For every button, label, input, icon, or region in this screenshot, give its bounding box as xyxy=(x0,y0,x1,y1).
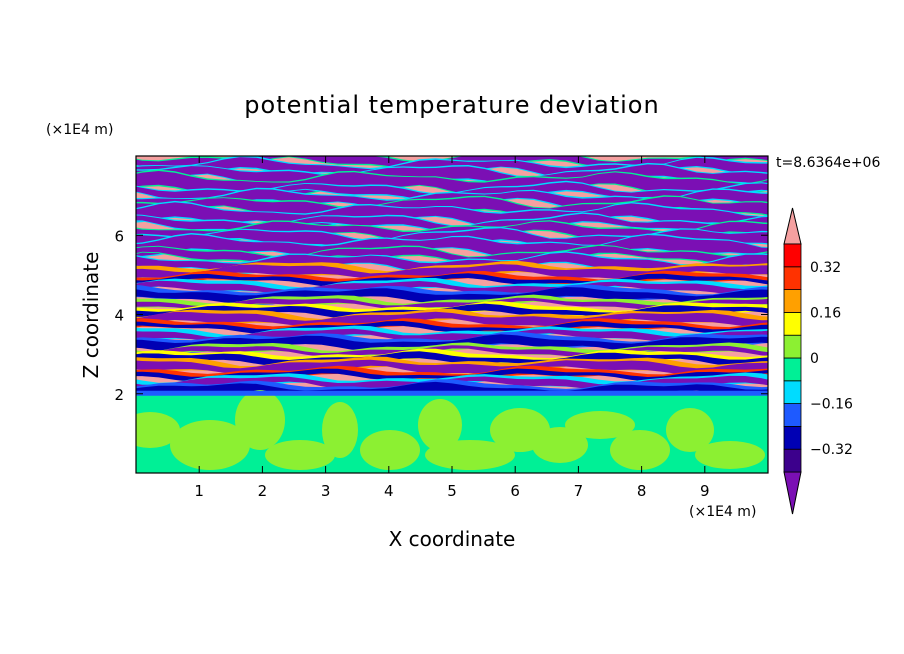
contour-band xyxy=(136,368,768,382)
y-tick-label: 4 xyxy=(114,307,124,325)
colorbar-segment xyxy=(783,289,802,313)
convective-plume xyxy=(425,440,515,470)
convective-plume xyxy=(322,402,358,458)
y-tick-label: 6 xyxy=(114,227,124,245)
colorbar-segment xyxy=(783,266,802,290)
colorbar-under-triangle xyxy=(783,471,802,515)
convective-plume xyxy=(235,390,285,450)
contour-band xyxy=(136,213,768,233)
colorbar-label: 0.32 xyxy=(810,260,841,276)
boundary-layer xyxy=(136,390,768,396)
colorbar-segment xyxy=(783,380,802,404)
x-tick-label: 7 xyxy=(574,482,584,500)
contour-band xyxy=(136,182,768,201)
colorbar-segment xyxy=(783,334,802,359)
convective-plume xyxy=(565,411,635,439)
contour-band xyxy=(136,328,768,343)
contour-band xyxy=(136,311,768,328)
time-label: t=8.6364e+06 xyxy=(776,155,880,171)
x-tick-label: 5 xyxy=(447,482,457,500)
colorbar-label: −0.16 xyxy=(810,397,853,413)
x-tick-label: 8 xyxy=(637,482,647,500)
convective-plume xyxy=(170,420,250,470)
colorbar-label: −0.32 xyxy=(810,442,853,458)
y-axis-label: Z coordinate xyxy=(79,252,103,379)
x-tick-label: 4 xyxy=(384,482,394,500)
chart-title: potential temperature deviation xyxy=(244,91,659,119)
colorbar-label: 0 xyxy=(810,351,819,367)
convective-plume xyxy=(532,427,588,463)
x-tick-label: 1 xyxy=(194,482,204,500)
colorbar-segment xyxy=(783,243,802,268)
x-axis: 1 2 3 4 5 6 7 8 9 xyxy=(194,156,710,500)
x-axis-label: X coordinate xyxy=(389,527,516,551)
contour-band xyxy=(136,297,768,310)
x-tick-label: 9 xyxy=(700,482,710,500)
convective-plume xyxy=(265,440,335,470)
colorbar-segment xyxy=(783,357,802,382)
convective-plume xyxy=(610,430,670,470)
y-axis: 2 4 6 xyxy=(114,227,768,404)
contour-band xyxy=(136,287,768,305)
y-unit-label: (×1E4 m) xyxy=(46,122,113,138)
x-unit-label: (×1E4 m) xyxy=(689,504,756,520)
convective-plume xyxy=(695,441,765,469)
x-tick-label: 3 xyxy=(321,482,331,500)
colorbar-label: 0.16 xyxy=(810,305,841,321)
x-tick-label: 2 xyxy=(258,482,268,500)
colorbar-segment xyxy=(783,403,802,427)
colorbar-over-triangle xyxy=(783,207,802,245)
convective-plume xyxy=(360,430,420,470)
convective-plume xyxy=(136,412,180,448)
convective-plume xyxy=(418,399,462,451)
colorbar-segment xyxy=(783,448,802,473)
convective-plume xyxy=(666,408,714,452)
colorbar: 0.32 0.16 0 −0.16 −0.32 xyxy=(783,207,853,515)
y-tick-label: 2 xyxy=(114,386,124,404)
x-tick-label: 6 xyxy=(510,482,520,500)
contour-band xyxy=(136,264,768,280)
contour-field xyxy=(136,156,768,473)
colorbar-segment xyxy=(783,311,802,336)
contour-band xyxy=(136,234,768,260)
contour-band xyxy=(136,365,768,383)
colorbar-segment xyxy=(783,425,802,450)
